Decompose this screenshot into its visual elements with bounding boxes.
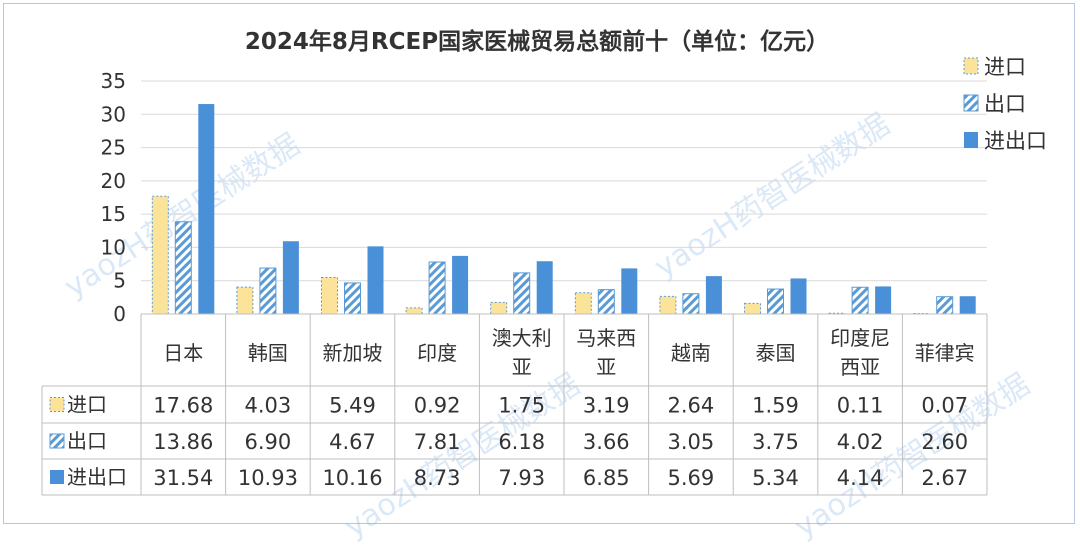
bar-export [937,297,953,314]
y-tick-label: 10 [101,235,126,259]
table-value: 13.86 [153,430,213,454]
table-value: 0.11 [837,394,884,418]
table-value: 3.75 [752,430,799,454]
bar-export [514,273,530,314]
bar-total [960,296,976,314]
table-value: 2.67 [921,466,968,490]
y-tick-label: 0 [113,302,126,326]
table-series-key [50,434,64,448]
bar-import [491,302,507,314]
category-label: 印度尼 [830,326,890,350]
bar-total [452,256,468,314]
table-value: 4.67 [329,430,376,454]
table-value: 0.07 [921,394,968,418]
bar-export [598,290,614,314]
table-value: 4.14 [837,466,884,490]
y-tick-label: 30 [101,102,126,126]
bar-export [429,262,445,314]
bar-total [368,246,384,314]
bar-total [537,261,553,314]
table-value: 31.54 [153,466,213,490]
table-value: 2.60 [921,430,968,454]
bar-import [575,293,591,314]
category-label: 日本 [163,341,203,365]
table-value: 5.34 [752,466,799,490]
category-label: 印度 [417,341,457,365]
table-value: 7.81 [414,430,461,454]
table-series-name: 进出口 [67,465,127,489]
table-value: 1.75 [498,394,545,418]
category-label: 泰国 [756,341,796,365]
bar-import [322,277,338,314]
y-axis: 0 5 10 15 20 25 30 35 [101,69,126,326]
table-value: 4.03 [245,394,292,418]
bar-export [175,222,191,314]
table-value: 10.93 [238,466,298,490]
legend-label: 进出口 [984,129,1047,153]
category-label: 亚 [596,355,616,379]
table-value: 3.05 [668,430,715,454]
y-tick-label: 25 [101,136,126,160]
bar-total [791,278,807,314]
table-series-key [50,398,64,412]
bar-total [198,104,214,314]
bar-export [852,287,868,314]
bar-export [345,283,361,314]
category-label: 亚 [512,355,532,379]
bar-export [683,294,699,314]
category-label: 新加坡 [323,341,383,365]
y-tick-label: 35 [101,69,126,93]
table-value: 8.73 [414,466,461,490]
table-value: 3.66 [583,430,630,454]
table-value: 2.64 [668,394,715,418]
legend-label: 进口 [984,55,1026,79]
bar-total [875,286,891,314]
category-label: 马来西 [576,326,636,350]
bar-import [237,287,253,314]
category-label: 西亚 [840,355,880,379]
legend-key [964,95,978,111]
table-value: 17.68 [153,394,213,418]
bar-import [152,196,168,314]
table-value: 0.92 [414,394,461,418]
table-value: 4.02 [837,430,884,454]
y-tick-label: 5 [113,269,126,293]
table-value: 5.49 [329,394,376,418]
bar-total [283,241,299,314]
table-series-name: 进口 [67,393,107,417]
category-label: 菲律宾 [915,341,975,365]
bar-import [406,308,422,314]
category-label: 韩国 [248,341,288,365]
y-tick-label: 20 [101,169,126,193]
table-value: 6.90 [245,430,292,454]
table-series-name: 出口 [67,429,107,453]
table-series-key [50,470,64,484]
table-value: 3.19 [583,394,630,418]
y-tick-label: 15 [101,202,126,226]
legend-key [964,58,978,74]
chart-frame: yaozH药智医械数据 yaozH药智医械数据 yaozH药智医械数据 yaoz… [3,3,1075,524]
bar-import [660,296,676,314]
bar-export [260,268,276,314]
table-value: 6.85 [583,466,630,490]
chart-title: 2024年8月RCEP国家医械贸易总额前十（单位：亿元） [245,28,829,55]
table-value: 6.18 [498,430,545,454]
table-value: 7.93 [498,466,545,490]
bar-total [706,276,722,314]
table-value: 1.59 [752,394,799,418]
gridlines [141,81,987,281]
table-value: 5.69 [668,466,715,490]
category-label: 澳大利 [492,326,552,350]
bar-total [621,268,637,314]
bar-chart: 2024年8月RCEP国家医械贸易总额前十（单位：亿元） 0 5 10 15 20 25 3… [4,4,1076,525]
bars [152,104,975,314]
bar-export [768,289,784,314]
legend-key [964,132,978,148]
table-value: 10.16 [322,466,382,490]
category-label: 越南 [671,341,711,365]
legend-label: 出口 [984,92,1026,116]
bar-import [745,303,761,314]
